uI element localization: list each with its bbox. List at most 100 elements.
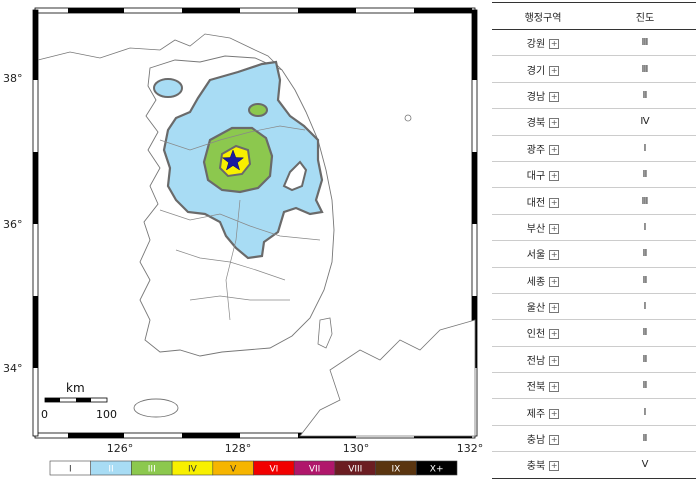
intensity-table: 행정구역 진도 강원 + Ⅲ 경기 + Ⅲ 경남 + Ⅱ 경북 + Ⅳ 광주 + Ⅰ 대구 + Ⅱ 대전 + Ⅲ 부산 + Ⅰ… xyxy=(492,2,696,479)
table-row: 광주 + Ⅰ xyxy=(492,135,696,162)
region-cell: 경북 + xyxy=(492,108,594,136)
region-name: 전북 xyxy=(526,382,546,394)
region-name: 대전 xyxy=(526,197,546,209)
intensity-cell: Ⅲ xyxy=(594,55,696,83)
expand-icon[interactable]: + xyxy=(549,197,560,208)
expand-icon[interactable]: + xyxy=(549,461,560,472)
table-row: 전북 + Ⅱ xyxy=(492,372,696,400)
ulleung-island xyxy=(404,114,412,122)
legend-label: VII xyxy=(309,465,320,475)
region-name: 충북 xyxy=(526,461,546,473)
province-borders xyxy=(159,125,321,321)
region-cell: 제주 + xyxy=(492,398,594,426)
table-row: 대전 + Ⅲ xyxy=(492,187,696,215)
region-name: 경기 xyxy=(526,65,546,77)
expand-icon[interactable]: + xyxy=(549,250,560,261)
intensity-cell: Ⅱ xyxy=(594,372,696,400)
table-row: 부산 + Ⅰ xyxy=(492,214,696,242)
legend-label: II xyxy=(108,465,113,475)
region-name: 전남 xyxy=(526,355,546,367)
region-cell: 대전 + xyxy=(492,187,594,215)
legend-label: VI xyxy=(269,465,278,475)
zone-gap-east xyxy=(282,160,308,192)
region-name: 경북 xyxy=(526,118,546,130)
table-header-row: 행정구역 진도 xyxy=(492,2,696,30)
tsushima-island xyxy=(317,317,333,349)
intensity-map: km 0 100 126° 128° 130° 132° 38° 36° 34°… xyxy=(3,7,483,476)
expand-icon[interactable]: + xyxy=(549,355,560,366)
region-cell: 경기 + xyxy=(492,55,594,83)
table-row: 울산 + Ⅰ xyxy=(492,293,696,321)
jeju-island xyxy=(133,398,179,418)
region-cell: 충남 + xyxy=(492,425,594,453)
table-row: 충북 + Ⅴ xyxy=(492,451,696,479)
intensity-cell: Ⅱ xyxy=(594,319,696,347)
expand-icon[interactable]: + xyxy=(549,435,560,446)
legend-label: V xyxy=(230,465,237,475)
region-cell: 세종 + xyxy=(492,267,594,294)
table-row: 인천 + Ⅱ xyxy=(492,319,696,347)
intensity-table-panel: 행정구역 진도 강원 + Ⅲ 경기 + Ⅲ 경남 + Ⅱ 경북 + Ⅳ 광주 + Ⅰ 대구 + Ⅱ 대전 + Ⅲ 부산 + Ⅰ… xyxy=(492,2,696,479)
expand-icon[interactable]: + xyxy=(549,408,560,419)
region-cell: 인천 + xyxy=(492,319,594,347)
region-name: 광주 xyxy=(526,144,546,156)
header-intensity: 진도 xyxy=(594,2,696,30)
region-cell: 전남 + xyxy=(492,346,594,374)
japan-outline xyxy=(299,319,476,437)
scale-bar: km 0 100 xyxy=(41,381,117,421)
region-cell: 서울 + xyxy=(492,240,594,268)
legend-label: IX xyxy=(392,465,401,475)
region-cell: 충북 + xyxy=(492,451,594,479)
expand-icon[interactable]: + xyxy=(549,118,560,129)
region-cell: 강원 + xyxy=(492,29,594,57)
intensity-cell: Ⅴ xyxy=(594,451,696,479)
region-cell: 전북 + xyxy=(492,372,594,400)
intensity-cell: Ⅰ xyxy=(594,293,696,321)
expand-icon[interactable]: + xyxy=(549,223,560,234)
header-region: 행정구역 xyxy=(492,2,594,30)
scale-bar-end: 100 xyxy=(96,408,117,421)
region-cell: 경남 + xyxy=(492,82,594,110)
intensity-cell: Ⅰ xyxy=(594,135,696,162)
expand-icon[interactable]: + xyxy=(549,329,560,340)
region-name: 경남 xyxy=(526,91,546,103)
expand-icon[interactable]: + xyxy=(549,382,560,393)
table-row: 전남 + Ⅱ xyxy=(492,346,696,374)
table-row: 서울 + Ⅱ xyxy=(492,240,696,268)
region-name: 제주 xyxy=(526,408,546,420)
intensity-cell: Ⅱ xyxy=(594,267,696,294)
region-cell: 울산 + xyxy=(492,293,594,321)
intensity-cell: Ⅱ xyxy=(594,161,696,189)
region-name: 부산 xyxy=(526,223,546,235)
intensity-zone-ii-patch-north xyxy=(153,78,183,98)
expand-icon[interactable]: + xyxy=(549,171,560,182)
region-cell: 부산 + xyxy=(492,214,594,242)
region-name: 강원 xyxy=(526,39,546,51)
expand-icon[interactable]: + xyxy=(549,91,560,102)
table-row: 대구 + Ⅱ xyxy=(492,161,696,189)
legend-label: IV xyxy=(188,465,198,475)
expand-icon[interactable]: + xyxy=(549,276,560,287)
expand-icon[interactable]: + xyxy=(549,39,560,50)
intensity-cell: Ⅱ xyxy=(594,425,696,453)
expand-icon[interactable]: + xyxy=(549,303,560,314)
scale-bar-start: 0 xyxy=(41,408,48,421)
lon-tick-label: 130° xyxy=(343,442,370,455)
region-name: 서울 xyxy=(526,250,546,262)
region-name: 인천 xyxy=(526,329,546,341)
intensity-cell: Ⅱ xyxy=(594,82,696,110)
intensity-cell: Ⅳ xyxy=(594,108,696,136)
legend-swatch xyxy=(415,460,458,476)
map-border-top xyxy=(34,7,476,14)
expand-icon[interactable]: + xyxy=(549,65,560,76)
region-cell: 대구 + xyxy=(492,161,594,189)
region-name: 대구 xyxy=(526,171,546,183)
table-row: 경남 + Ⅱ xyxy=(492,82,696,110)
expand-icon[interactable]: + xyxy=(549,144,560,155)
region-name: 충남 xyxy=(526,435,546,447)
intensity-cell: Ⅲ xyxy=(594,29,696,57)
legend-label: III xyxy=(148,465,156,475)
epicenter-star-icon xyxy=(221,149,245,171)
table-row: 제주 + Ⅰ xyxy=(492,398,696,426)
region-name: 세종 xyxy=(526,276,546,288)
